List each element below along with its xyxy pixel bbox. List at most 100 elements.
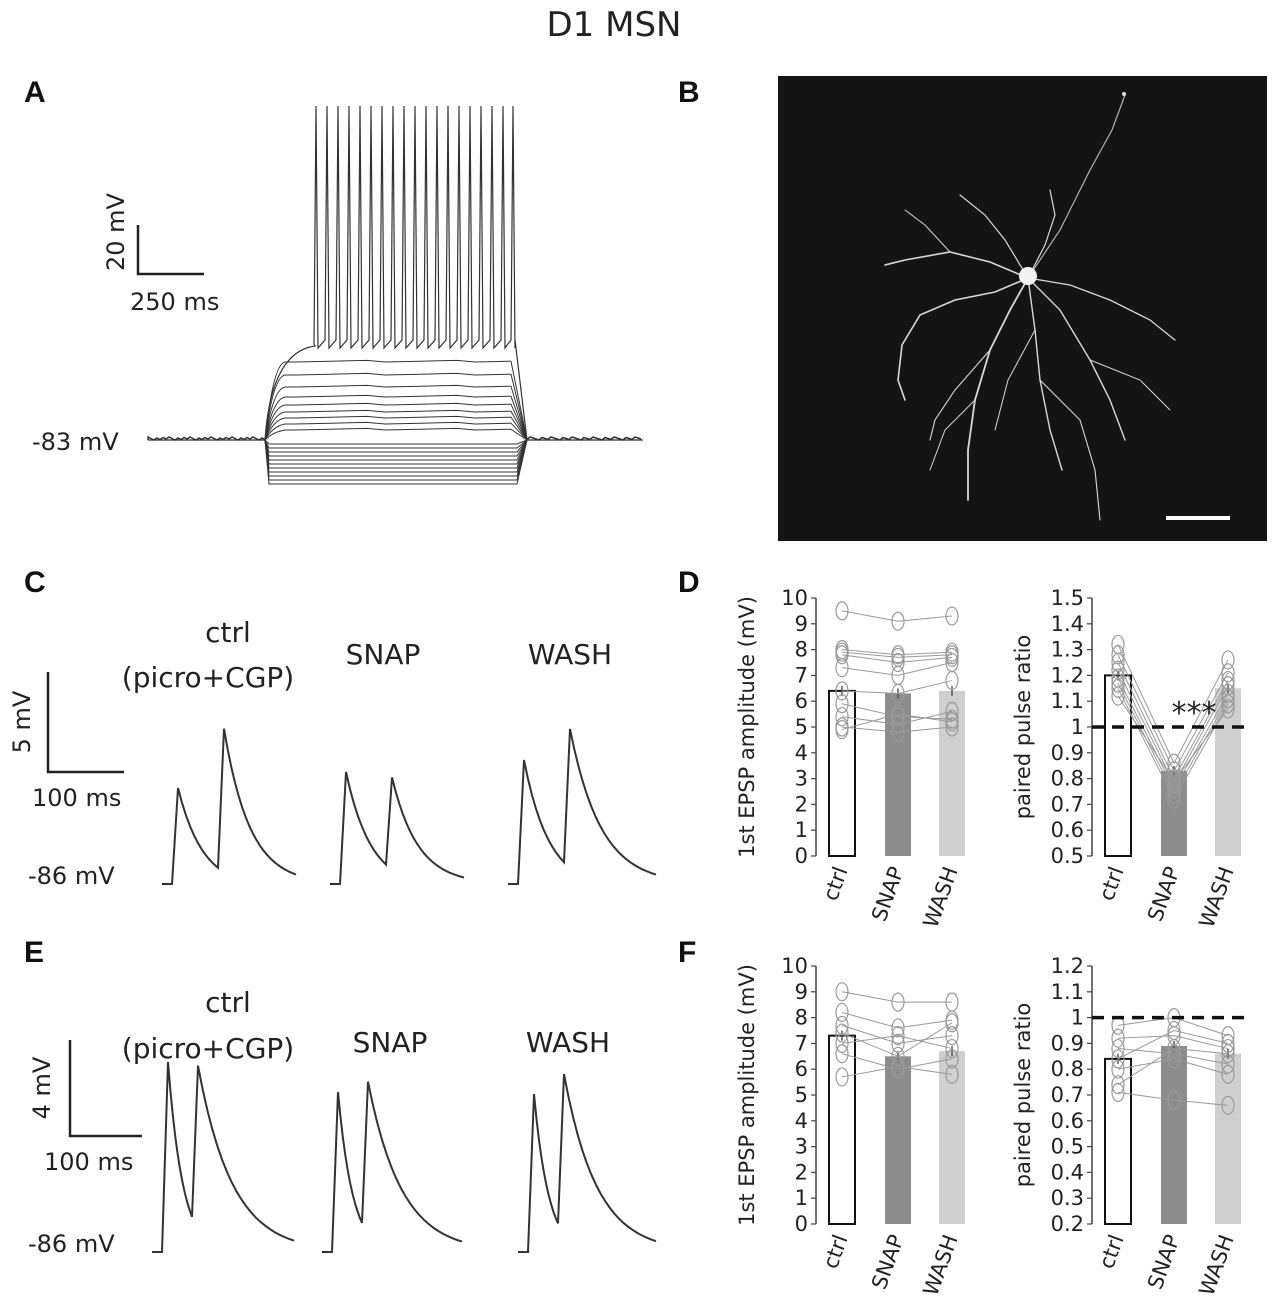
individual-cell-point <box>945 1064 959 1084</box>
panel-c-snap-label: SNAP <box>346 638 421 671</box>
individual-cell-point <box>945 606 959 626</box>
snap-epsp-trace <box>322 1081 463 1253</box>
individual-cell-point <box>835 645 849 665</box>
wash-epsp-trace <box>508 728 657 885</box>
individual-cell-line <box>841 651 953 658</box>
bar-wash <box>939 690 965 856</box>
y-tick-label: 1.2 <box>1051 954 1084 978</box>
y-tick-label: 9 <box>795 980 808 1004</box>
individual-cell-point <box>891 683 905 704</box>
ctrl-epsp-trace <box>162 728 297 885</box>
depolarizing-step-trace <box>148 421 643 441</box>
individual-cell-line <box>841 991 952 1003</box>
panel-letter-c: C <box>24 566 46 599</box>
panel-e-snap-label: SNAP <box>353 1026 428 1059</box>
individual-cell-point <box>1221 699 1235 719</box>
y-tick-label: 0.6 <box>1051 1109 1084 1133</box>
individual-cell-point <box>835 1033 849 1054</box>
individual-cell-line <box>841 1024 953 1044</box>
bar-wash <box>1215 1053 1241 1224</box>
neuron-bouton <box>1122 92 1126 96</box>
individual-cell-point <box>891 652 905 673</box>
panel-letter-e: E <box>24 936 44 969</box>
figure-title: D1 MSN <box>547 5 682 45</box>
y-axis-label: paired pulse ratio <box>1011 1003 1035 1188</box>
individual-cell-point <box>891 1018 905 1038</box>
y-tick-label: 1 <box>795 1186 808 1210</box>
individual-cell-point <box>1221 1033 1235 1054</box>
spiking-trace <box>148 105 643 441</box>
y-tick-label: 8 <box>795 1006 808 1030</box>
x-category-label: SNAP <box>867 1232 909 1293</box>
panel-e-scalebar: 4 mV 100 ms <box>28 1040 142 1176</box>
y-tick-label: 0.7 <box>1051 1083 1084 1107</box>
y-tick-label: 4 <box>795 741 808 765</box>
individual-cell-line <box>841 662 953 676</box>
individual-cell-line <box>841 610 953 622</box>
x-category-label: ctrl <box>1094 864 1128 904</box>
individual-cell-line <box>1117 677 1229 790</box>
individual-cell-point <box>1111 673 1125 693</box>
y-tick-label: 1.4 <box>1051 612 1084 636</box>
individual-cell-point <box>1167 771 1181 791</box>
depolarizing-step-trace <box>148 427 643 441</box>
individual-cell-point <box>891 1033 905 1054</box>
individual-cell-point <box>1221 650 1235 670</box>
individual-cell-point <box>1111 1075 1125 1095</box>
x-category-label: WASH <box>1195 864 1239 932</box>
y-tick-label: 1 <box>1071 1006 1084 1030</box>
bar-ctrl <box>1104 1057 1132 1225</box>
bar-snap <box>885 1056 911 1224</box>
y-tick-label: 1.1 <box>1051 689 1084 713</box>
individual-cell-line <box>1117 654 1229 772</box>
wash-epsp-trace <box>518 1073 657 1253</box>
y-tick-label: 0.2 <box>1051 1212 1084 1236</box>
neuron-dendrites <box>884 94 1176 521</box>
individual-cell-point <box>945 1013 959 1033</box>
individual-cell-point <box>891 992 905 1012</box>
y-tick-label: 0 <box>795 844 808 868</box>
panel-e-scale-time: 100 ms <box>44 1148 133 1176</box>
individual-cell-point <box>1221 1038 1235 1059</box>
panel-a-scale-voltage: 20 mV <box>102 192 130 271</box>
individual-cell-point <box>1111 686 1125 706</box>
panel-e-ctrl-label-2: (picro+CGP) <box>122 1032 294 1065</box>
individual-cell-point <box>835 719 849 740</box>
individual-cell-point <box>1111 678 1125 698</box>
panel-c-ctrl-label: ctrl <box>205 616 251 649</box>
individual-cell-line <box>841 726 953 733</box>
x-category-label: ctrl <box>1094 1232 1128 1272</box>
panel-letter-f: F <box>678 936 696 969</box>
x-category-label: SNAP <box>1143 1232 1185 1293</box>
depolarizing-step-trace <box>148 384 643 441</box>
y-tick-label: 1 <box>1071 715 1084 739</box>
individual-cell-point <box>1167 1049 1181 1069</box>
y-axis-label: paired pulse ratio <box>1011 635 1035 820</box>
individual-cell-point <box>835 982 849 1002</box>
y-tick-label: 1.1 <box>1051 980 1084 1004</box>
panel-b-micrograph <box>778 76 1267 541</box>
y-tick-label: 0.5 <box>1051 1135 1084 1159</box>
individual-cell-point <box>945 1026 959 1046</box>
hyperpolarizing-step-trace <box>148 439 643 461</box>
x-category-label: SNAP <box>1143 864 1185 925</box>
individual-cell-point <box>1221 689 1235 709</box>
significance-annotation: *** <box>1172 696 1217 731</box>
individual-cell-point <box>945 701 959 722</box>
individual-cell-line <box>841 713 953 731</box>
individual-cell-line <box>1117 670 1229 785</box>
individual-cell-point <box>1111 1059 1125 1079</box>
individual-cell-point <box>891 704 905 724</box>
x-category-label: ctrl <box>818 864 852 904</box>
panel-f-ppr-chart: 0.20.30.40.50.60.70.80.911.11.2 paired pu… <box>1011 954 1252 1299</box>
y-tick-label: 7 <box>795 663 808 687</box>
y-tick-label: 5 <box>795 1083 808 1107</box>
individual-cell-point <box>945 712 959 732</box>
individual-cell-line <box>841 1053 953 1070</box>
y-tick-label: 2 <box>795 1160 808 1184</box>
individual-cell-point <box>891 714 905 735</box>
individual-cell-point <box>891 611 905 631</box>
x-category-label: WASH <box>919 1232 963 1300</box>
y-axis-label: 1st EPSP amplitude (mV) <box>735 964 759 1226</box>
panel-e-epsp-traces <box>152 1061 657 1253</box>
